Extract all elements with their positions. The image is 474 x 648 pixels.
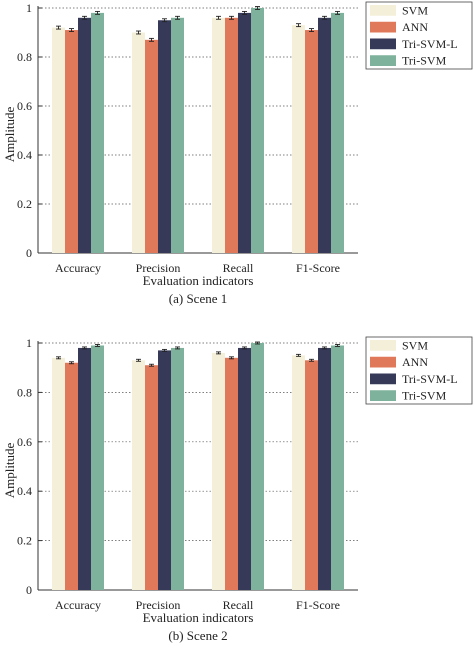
bar-tri-svm-l-f1-score — [318, 347, 331, 590]
x-tick-label: Recall — [223, 261, 254, 275]
bar-tri-svm-l-precision — [158, 20, 171, 253]
bar-tri-svm-f1-score — [331, 12, 344, 254]
y-tick-label: 0 — [26, 583, 32, 597]
x-tick-label: Accuracy — [55, 598, 101, 612]
chart-caption: (a) Scene 1 — [169, 291, 227, 306]
y-tick-label: 0.6 — [17, 435, 32, 449]
bar-tri-svm-recall — [251, 8, 264, 253]
bar-ann-accuracy — [65, 362, 78, 590]
legend-label: Tri-SVM — [402, 54, 447, 68]
bar-svm-recall — [212, 352, 225, 590]
bar-ann-f1-score — [305, 360, 318, 590]
bar-ann-accuracy — [65, 30, 78, 253]
y-tick-label: 0.2 — [17, 534, 32, 548]
bar-ann-recall — [225, 357, 238, 590]
legend-swatch — [370, 340, 396, 351]
legend: SVM ANN Tri-SVM-L Tri-SVM — [365, 336, 473, 405]
bar-tri-svm-precision — [171, 17, 184, 253]
legend-swatch — [370, 390, 396, 401]
x-tick-label: Accuracy — [55, 261, 101, 275]
legend-swatch — [370, 21, 396, 33]
y-tick-label: 0 — [26, 246, 32, 260]
x-axis-label: Evaluation indicators — [143, 610, 254, 625]
y-tick-label: 1 — [26, 1, 32, 15]
x-tick-label: F1-Score — [296, 598, 340, 612]
bar-tri-svm-l-recall — [238, 347, 251, 590]
legend-label: Tri-SVM-L — [402, 372, 458, 386]
legend-swatch — [370, 38, 396, 50]
legend-swatch — [370, 5, 396, 16]
y-tick-label: 0.6 — [17, 99, 32, 113]
chart-caption: (b) Scene 2 — [168, 628, 227, 643]
bar-svm-accuracy — [52, 357, 65, 590]
legend: SVM ANN Tri-SVM-L Tri-SVM — [365, 1, 473, 70]
bar-tri-svm-l-precision — [158, 350, 171, 590]
legend-label: ANN — [402, 355, 428, 369]
bar-tri-svm-l-recall — [238, 12, 251, 254]
y-tick-label: 0.2 — [17, 197, 32, 211]
legend-swatch — [370, 55, 396, 66]
legend-swatch — [370, 373, 396, 385]
bar-svm-recall — [212, 17, 225, 253]
y-axis-label: Amplitude — [2, 442, 17, 498]
x-tick-label: Recall — [223, 598, 254, 612]
bar-tri-svm-f1-score — [331, 345, 344, 590]
x-tick-label: F1-Score — [296, 261, 340, 275]
bar-ann-f1-score — [305, 30, 318, 253]
legend-label: Tri-SVM-L — [402, 37, 458, 51]
bar-ann-precision — [145, 365, 158, 590]
y-tick-label: 0.8 — [17, 50, 32, 64]
bar-tri-svm-accuracy — [91, 345, 104, 590]
bar-tri-svm-precision — [171, 347, 184, 590]
bar-svm-precision — [132, 360, 145, 590]
bar-tri-svm-l-f1-score — [318, 17, 331, 253]
chart-panel-2: 0 0.2 0.4 0.6 0.8 1 Accuracy Precision Recall F1-… — [2, 336, 473, 643]
bar-tri-svm-l-accuracy — [78, 17, 91, 253]
y-tick-label: 0.4 — [17, 148, 32, 162]
bar-svm-precision — [132, 32, 145, 253]
legend-swatch — [370, 356, 396, 368]
x-axis-label: Evaluation indicators — [143, 273, 254, 288]
legend-label: SVM — [402, 3, 428, 17]
chart-panel-1: 0 0.2 0.4 0.6 0.8 1 Accuracy Precision Recall F1-… — [2, 1, 473, 306]
y-axis-label: Amplitude — [2, 106, 17, 162]
bar-tri-svm-recall — [251, 343, 264, 590]
x-tick-label: Precision — [136, 261, 181, 275]
bar-ann-precision — [145, 39, 158, 253]
legend-label: ANN — [402, 20, 428, 34]
bar-tri-svm-l-accuracy — [78, 347, 91, 590]
legend-label: Tri-SVM — [402, 389, 447, 403]
y-tick-label: 0.8 — [17, 385, 32, 399]
y-tick-label: 0.4 — [17, 484, 32, 498]
y-tick-label: 1 — [26, 336, 32, 350]
bar-svm-f1-score — [292, 25, 305, 254]
bar-tri-svm-accuracy — [91, 12, 104, 254]
legend-label: SVM — [402, 338, 428, 352]
bar-svm-f1-score — [292, 355, 305, 590]
x-tick-label: Precision — [136, 598, 181, 612]
bar-ann-recall — [225, 17, 238, 253]
bar-svm-accuracy — [52, 27, 65, 253]
